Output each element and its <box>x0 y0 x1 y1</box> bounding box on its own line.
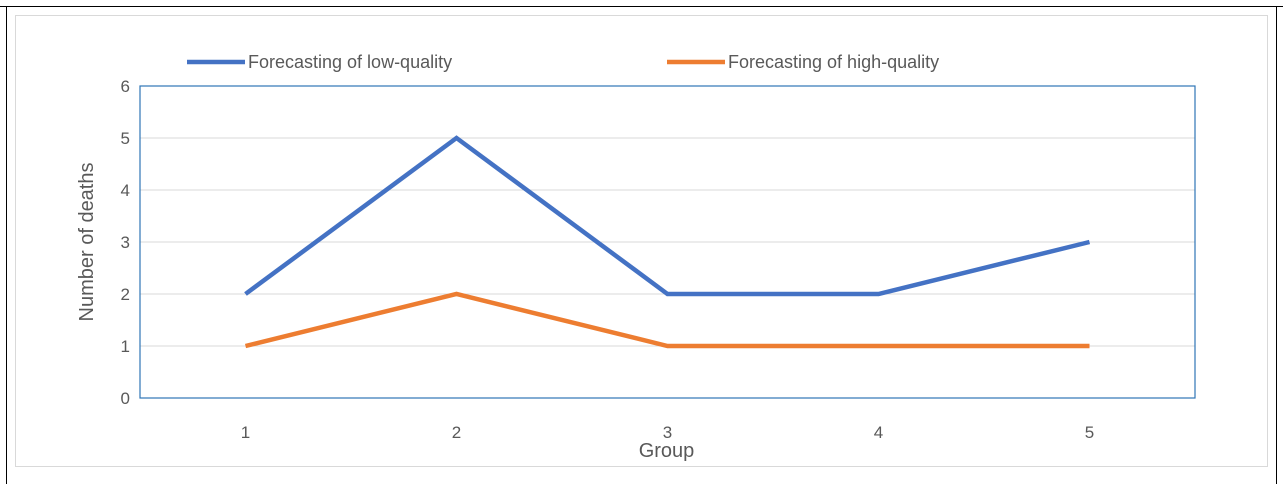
series-line <box>244 291 1090 349</box>
x-tick-label: 5 <box>1085 423 1094 442</box>
gridlines <box>140 137 1195 347</box>
series-lines <box>244 135 1091 349</box>
chart-container <box>15 15 1268 467</box>
x-tick-label: 1 <box>241 423 250 442</box>
series-line <box>244 135 1091 297</box>
plot-area-border <box>139 85 1196 399</box>
x-tick-label: 4 <box>874 423 883 442</box>
y-tick-label: 6 <box>121 77 130 96</box>
y-tick-label: 1 <box>121 337 130 356</box>
y-tick-label: 5 <box>121 129 130 148</box>
y-tick-label: 3 <box>121 233 130 252</box>
x-tick-label: 2 <box>452 423 461 442</box>
y-tick-label: 4 <box>121 181 130 200</box>
legend-label: Forecasting of low-quality <box>248 52 452 72</box>
y-tick-label: 2 <box>121 285 130 304</box>
legend-label: Forecasting of high-quality <box>728 52 939 72</box>
y-axis-title: Number of deaths <box>76 163 98 322</box>
x-axis-ticks: 1 2 3 4 5 <box>241 423 1094 442</box>
y-tick-label: 0 <box>121 389 130 408</box>
y-axis-ticks: 0 1 2 3 4 5 6 <box>121 77 130 408</box>
frame-right-border <box>1276 6 1277 484</box>
frame-left-border <box>6 6 7 484</box>
x-tick-label: 3 <box>663 423 672 442</box>
frame-top-border <box>0 6 1283 7</box>
x-axis-title: Group <box>639 440 695 462</box>
legend: Forecasting of low-quality Forecasting of… <box>187 52 939 72</box>
